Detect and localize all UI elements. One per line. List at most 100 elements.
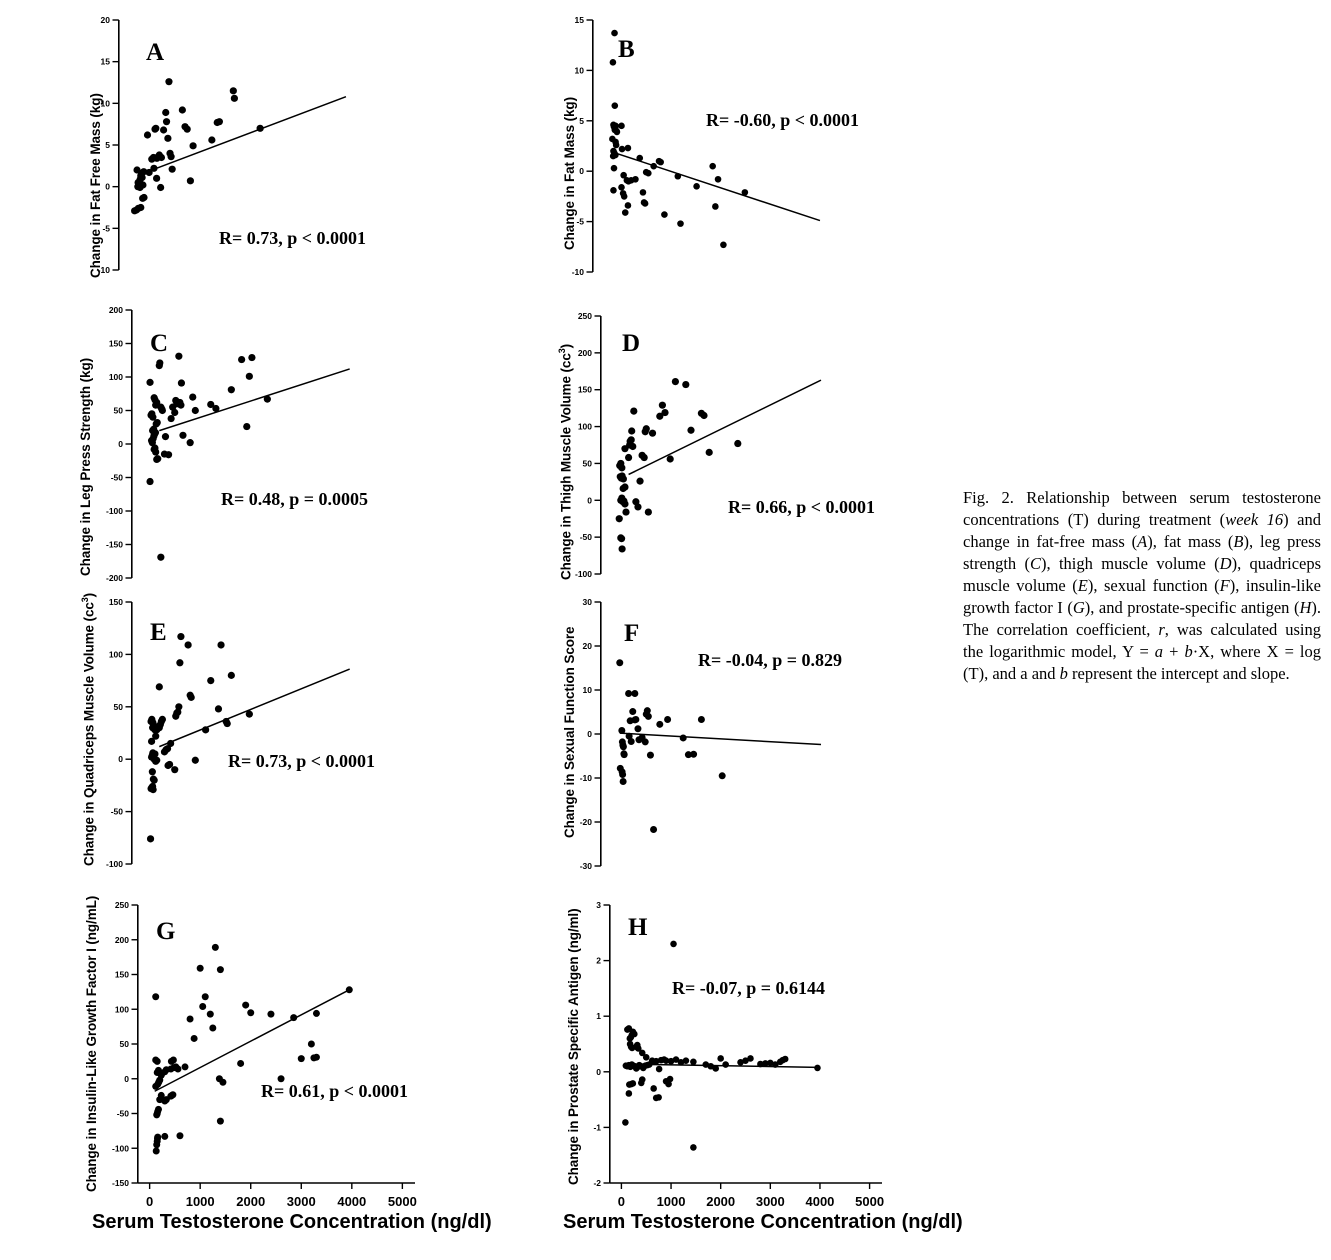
caption-em: b [1184,641,1193,661]
data-point [175,352,183,360]
data-point [641,200,649,207]
data-point [209,1024,217,1032]
y-tick-label-h: 2 [596,956,601,966]
y-axis-label-e-text: Change in Quadriceps Muscle Volume (cc [81,602,97,866]
data-point [762,1060,769,1067]
data-point [661,211,668,218]
y-tick-label-c: -150 [106,540,123,550]
data-point [629,1080,637,1087]
data-point [154,1105,162,1113]
data-point [712,1065,720,1072]
data-point [655,1065,663,1073]
x-axis-title-right: Serum Testosterone Concentration (ng/dl) [563,1211,963,1233]
data-point [667,1057,675,1065]
data-point [345,986,353,994]
data-point [159,126,168,134]
data-point [216,966,224,974]
data-point [219,1078,227,1086]
scatter-plot-c: -200 -150 -100 -50 0 50 100 150 200 [106,305,350,583]
chart-panel-e: -100 -50 0 50 100 150 [106,597,428,876]
data-point [167,153,175,161]
data-point [627,436,635,444]
data-point [656,720,664,728]
y-tick-label-f: 10 [583,685,593,695]
stat-annotation-a: R= 0.73, p < 0.0001 [219,228,367,248]
scatter-plot-a: -10 -5 0 5 10 15 20 [98,15,347,275]
data-point [189,142,197,150]
data-point [212,404,220,413]
data-point [634,725,642,733]
data-point [650,1085,657,1092]
data-point [168,165,176,173]
data-point [190,1034,198,1042]
regression-line-d [628,379,822,476]
x-tick-label-g: 4000 [337,1194,366,1209]
chart-panel-h: -2 -1 0 1 2 3 0 1000 2000 3000 4000 5000 [593,900,896,1223]
data-point [162,108,170,117]
data-point [179,431,187,439]
data-point [643,707,651,715]
data-point [638,1049,646,1057]
data-point [677,220,684,227]
data-point [157,153,166,162]
x-tick-label-h: 3000 [756,1194,785,1209]
data-point [617,535,626,543]
data-point [312,1009,320,1017]
data-point [186,439,194,447]
data-point [297,1055,305,1063]
data-point [242,1001,250,1009]
stat-annotation-b: R= -0.60, p < 0.0001 [706,110,860,130]
y-tick-label-e: 150 [109,597,123,607]
y-tick-label-g: 0 [124,1074,129,1084]
data-point [152,993,160,1001]
y-axis-label-g: Change in Insulin-Like Growth Factor I (… [84,895,99,1192]
y-axis-label-d: Change in Thigh Muscle Volume (cc3) [557,344,574,580]
data-point [644,712,652,720]
y-tick-label-c: -50 [111,473,124,483]
caption-seg: ). The correlation coefficient, [963,597,1321,639]
panel-letter-d: D [622,330,641,357]
data-point [627,737,635,745]
data-point [646,751,654,759]
data-point [672,1056,680,1063]
data-point [151,750,159,758]
data-point [632,715,640,723]
x-tick-label-g: 3000 [287,1194,316,1209]
chart-panel-d: -100 -50 0 50 100 150 200 250 [575,311,900,586]
y-tick-label-b: 0 [579,166,584,176]
data-point [216,1117,224,1125]
data-point [245,372,253,380]
caption-em: B [1233,531,1244,551]
x-tick-label-h: 4000 [805,1194,834,1209]
data-point [661,408,669,417]
data-point [153,174,161,182]
data-point [133,166,141,174]
y-axis-label-d-sup: 3 [557,348,567,354]
regression-line-g [154,989,350,1092]
data-point [618,545,626,553]
regression-line-a [147,95,347,173]
data-point [619,770,627,778]
data-point [177,379,186,387]
y-tick-label-a: 10 [101,98,111,108]
caption-seg: ), fat mass ( [1147,531,1234,551]
data-point [154,455,162,463]
data-point [183,125,191,133]
y-axis-label-h: Change in Prostate Specific Antigen (ng/… [566,908,581,1185]
data-point [677,1059,685,1066]
data-point [734,439,742,448]
data-point [757,1060,764,1068]
data-point [690,750,698,758]
data-point [147,737,156,745]
y-tick-label-h: 0 [596,1067,601,1077]
data-point [652,1057,660,1065]
data-point [624,202,632,209]
data-point [191,406,199,415]
data-point [613,128,621,136]
chart-panel-c: -200 -150 -100 -50 0 50 100 150 200 [106,305,428,590]
figure-caption: Fig. 2. Relationship between serum testo… [963,487,1321,684]
data-point [178,106,186,114]
data-point [277,1075,285,1083]
data-point [666,455,674,463]
